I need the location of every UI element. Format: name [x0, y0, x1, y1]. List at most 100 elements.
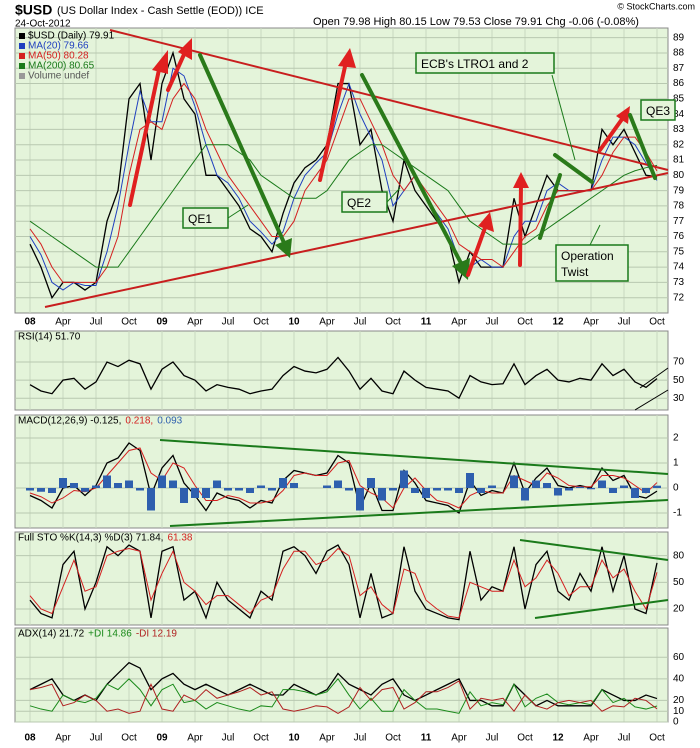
legend-label: $USD (Daily) 79.91 — [28, 31, 115, 42]
series-line — [29, 442, 658, 515]
arrow-head — [616, 106, 630, 124]
trend-line — [169, 499, 669, 527]
x-tick-label: 11 — [421, 317, 432, 328]
series-line — [29, 680, 658, 714]
y-tick-label: 0 — [673, 483, 679, 494]
y-tick-label: 70 — [673, 357, 685, 368]
histogram-bar — [466, 473, 474, 488]
x-tick-label: Oct — [385, 733, 401, 744]
series-line — [29, 547, 658, 619]
histogram-bar — [631, 488, 639, 498]
series-line — [29, 447, 658, 509]
histogram-bar — [488, 485, 496, 488]
y-tick-label: 85 — [673, 93, 685, 104]
histogram-bar — [26, 488, 34, 491]
histogram-bar — [477, 488, 485, 493]
y-tick-label: 80 — [673, 170, 685, 181]
symbol: $USD — [15, 2, 52, 18]
x-tick-label: Oct — [517, 733, 533, 744]
legend-label: ADX(14) 21.72 — [18, 629, 85, 640]
legend-label: 61.38 — [167, 533, 192, 544]
panel-background — [14, 414, 669, 529]
arrow — [553, 153, 594, 184]
histogram-bar — [290, 483, 298, 488]
histogram-bar — [334, 480, 342, 488]
annotation-text: QE1 — [188, 212, 212, 226]
x-tick-label: Oct — [253, 733, 269, 744]
arrow-head — [275, 238, 292, 258]
histogram-bar — [345, 488, 353, 491]
x-tick-label: Apr — [319, 733, 335, 744]
x-tick-label: Apr — [55, 733, 71, 744]
arrow-head — [338, 48, 356, 68]
y-tick-label: 77 — [673, 216, 685, 227]
histogram-bar — [213, 480, 221, 488]
y-tick-label: 87 — [673, 63, 685, 74]
histogram-bar — [422, 488, 430, 498]
panel-background — [14, 627, 669, 723]
histogram-bar — [125, 480, 133, 488]
x-tick-label: Apr — [583, 733, 599, 744]
arrow — [538, 173, 562, 240]
histogram-bar — [70, 483, 78, 488]
x-tick-label: Oct — [385, 317, 401, 328]
x-tick-label: 09 — [156, 317, 168, 328]
x-tick-label: Oct — [649, 317, 665, 328]
y-tick-label: 86 — [673, 78, 685, 89]
callout-line — [551, 74, 576, 161]
panel-background — [14, 330, 669, 411]
trend-line — [639, 367, 669, 389]
trend-line — [519, 539, 669, 561]
x-tick-label: Jul — [618, 317, 631, 328]
y-tick-label: 78 — [673, 201, 685, 212]
trend-line — [109, 29, 669, 171]
histogram-bar — [411, 488, 419, 493]
trend-line — [44, 172, 669, 308]
histogram-bar — [37, 488, 45, 492]
legend-label: MA(20) 79.66 — [28, 41, 89, 52]
histogram-bar — [235, 488, 243, 491]
arrow — [598, 113, 627, 152]
histogram-bar — [114, 483, 122, 488]
y-tick-label: 83 — [673, 124, 685, 135]
arrow-head — [452, 258, 470, 280]
series-line — [29, 50, 658, 300]
histogram-bar — [455, 488, 463, 493]
histogram-bar — [323, 485, 331, 488]
series-line — [29, 678, 658, 714]
x-tick-label: 10 — [288, 733, 300, 744]
x-tick-label: Apr — [583, 317, 599, 328]
arrow — [318, 60, 348, 182]
y-tick-label: 72 — [673, 292, 685, 303]
histogram-bar — [246, 488, 254, 493]
x-tick-label: Jul — [222, 317, 235, 328]
x-tick-label: Jul — [90, 317, 103, 328]
x-tick-label: Oct — [649, 733, 665, 744]
y-tick-label: 20 — [673, 604, 685, 615]
legend-swatch — [19, 53, 25, 59]
x-tick-label: Jul — [90, 733, 103, 744]
histogram-bar — [521, 488, 529, 501]
arrow-head — [152, 50, 168, 74]
annotation-text: QE2 — [347, 196, 371, 210]
annotation-text: Operation — [561, 249, 614, 263]
histogram-bar — [389, 488, 397, 491]
x-tick-label: Apr — [55, 317, 71, 328]
histogram-bar — [169, 480, 177, 488]
legend-swatch — [19, 73, 25, 79]
series-line — [29, 67, 658, 291]
trend-line — [534, 599, 669, 619]
legend-swatch — [19, 43, 25, 49]
annotation-box — [341, 191, 388, 213]
x-tick-label: Jul — [354, 317, 367, 328]
x-tick-label: 08 — [24, 317, 36, 328]
y-tick-label: 2 — [673, 433, 679, 444]
arrow-head — [478, 212, 494, 232]
series-line — [29, 661, 658, 707]
legend-label: RSI(14) 51.70 — [18, 332, 81, 343]
annotation-box — [182, 207, 229, 229]
legend-swatch — [19, 63, 25, 69]
y-tick-label: 76 — [673, 231, 685, 242]
histogram-bar — [587, 488, 595, 490]
